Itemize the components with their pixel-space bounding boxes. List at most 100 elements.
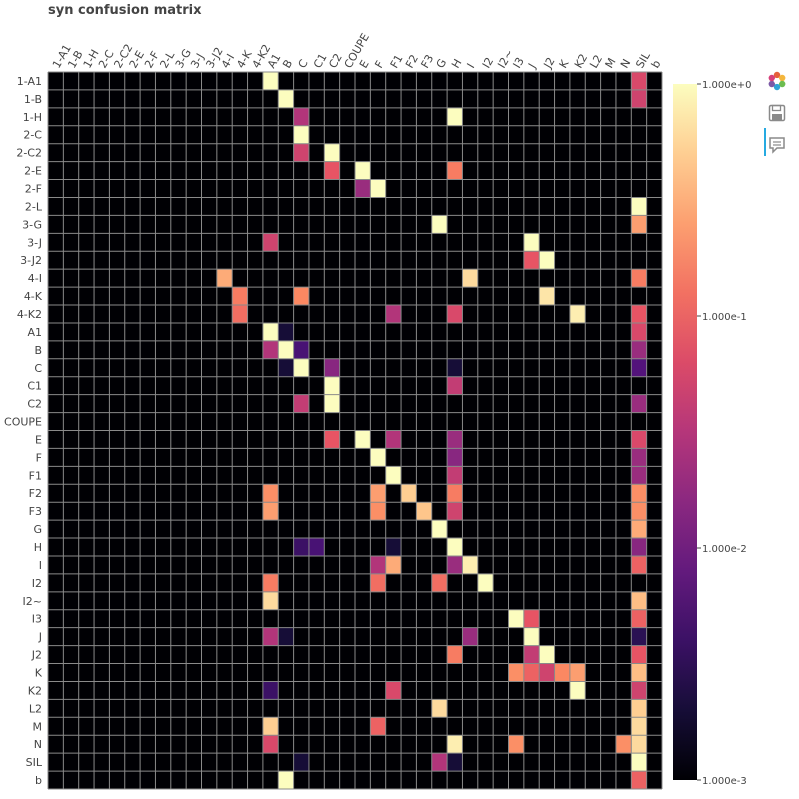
heatmap-cell[interactable] (631, 609, 647, 628)
heatmap-cell[interactable] (523, 609, 540, 628)
heatmap-cell[interactable] (569, 663, 586, 682)
heatmap-cell[interactable] (431, 520, 448, 539)
heatmap-cell[interactable] (355, 161, 371, 180)
heatmap-cell[interactable] (293, 125, 309, 144)
heatmap-cell[interactable] (539, 645, 555, 664)
heatmap-cell[interactable] (293, 538, 309, 556)
heatmap-cell[interactable] (385, 305, 402, 323)
heatmap-cell[interactable] (631, 89, 647, 108)
heatmap-cell[interactable] (431, 753, 448, 772)
heatmap-cell[interactable] (447, 107, 463, 126)
heatmap-cell[interactable] (370, 448, 386, 467)
heatmap-cell[interactable] (523, 233, 540, 252)
heatmap-cell[interactable] (262, 735, 279, 754)
heatmap-cell[interactable] (631, 627, 647, 646)
heatmap-cell[interactable] (631, 591, 647, 610)
heatmap-cell[interactable] (262, 322, 279, 341)
heatmap-cell[interactable] (262, 233, 279, 252)
heatmap-cell[interactable] (262, 717, 279, 736)
heatmap-cell[interactable] (262, 591, 279, 610)
heatmap-cell[interactable] (508, 609, 524, 628)
heatmap-cell[interactable] (385, 538, 402, 556)
heatmap-cell[interactable] (554, 663, 570, 682)
heatmap-cell[interactable] (278, 89, 294, 108)
heatmap-cell[interactable] (262, 340, 279, 359)
heatmap-cell[interactable] (385, 681, 402, 700)
heatmap-cell[interactable] (416, 502, 432, 521)
heatmap-cell[interactable] (324, 430, 340, 449)
heatmap-cell[interactable] (631, 645, 647, 664)
heatmap-cell[interactable] (355, 430, 371, 449)
heatmap-cell[interactable] (569, 305, 586, 323)
heatmap-cell[interactable] (523, 251, 540, 270)
heatmap-cell[interactable] (539, 287, 555, 306)
heatmap-cell[interactable] (308, 538, 325, 556)
heatmap-cell[interactable] (262, 627, 279, 646)
heatmap-cell[interactable] (262, 681, 279, 700)
heatmap-cell[interactable] (293, 358, 309, 377)
heatmap-cell[interactable] (631, 269, 647, 288)
heatmap-cell[interactable] (631, 555, 647, 574)
heatmap-cell[interactable] (385, 555, 402, 574)
heatmap-cell[interactable] (631, 72, 647, 90)
heatmap-cell[interactable] (462, 269, 478, 288)
heatmap-cell[interactable] (569, 681, 586, 700)
heatmap-cell[interactable] (631, 197, 647, 216)
heatmap-cell[interactable] (262, 753, 279, 772)
heatmap-cell[interactable] (631, 466, 647, 485)
heatmap-cell[interactable] (293, 340, 309, 359)
heatmap-cell[interactable] (262, 573, 279, 592)
heatmap-cell[interactable] (370, 717, 386, 736)
heatmap-cell[interactable] (324, 143, 340, 162)
heatmap-cell[interactable] (278, 771, 294, 789)
heatmap-cell[interactable] (385, 430, 402, 449)
heatmap-cell[interactable] (278, 358, 294, 377)
heatmap-cell[interactable] (431, 215, 448, 234)
heatmap-cell[interactable] (447, 484, 463, 503)
heatmap-cell[interactable] (447, 161, 463, 180)
heatmap-cell[interactable] (324, 376, 340, 395)
heatmap-cell[interactable] (539, 251, 555, 270)
heatmap-cell[interactable] (324, 161, 340, 180)
heatmap-cell[interactable] (631, 717, 647, 736)
heatmap-cell[interactable] (631, 753, 647, 772)
heatmap-cell[interactable] (431, 573, 448, 592)
heatmap-cell[interactable] (631, 484, 647, 503)
heatmap-cell[interactable] (631, 340, 647, 359)
heatmap-cell[interactable] (631, 520, 647, 539)
heatmap-cell[interactable] (523, 645, 540, 664)
heatmap-cell[interactable] (508, 735, 524, 754)
heatmap-cell[interactable] (447, 376, 463, 395)
heatmap-cell[interactable] (631, 735, 647, 754)
heatmap-cell[interactable] (447, 448, 463, 467)
heatmap-cell[interactable] (447, 305, 463, 323)
heatmap-cell[interactable] (447, 502, 463, 521)
heatmap-cell[interactable] (631, 771, 647, 789)
heatmap-cell[interactable] (232, 305, 248, 323)
bokeh-logo-icon[interactable] (766, 70, 788, 92)
heatmap-cell[interactable] (293, 394, 309, 413)
heatmap-cell[interactable] (447, 555, 463, 574)
heatmap-cell[interactable] (631, 430, 647, 449)
heatmap-cell[interactable] (370, 179, 386, 198)
heatmap-cell[interactable] (232, 287, 248, 306)
heatmap-cell[interactable] (631, 448, 647, 467)
heatmap-cell[interactable] (370, 555, 386, 574)
heatmap-cell[interactable] (324, 358, 340, 377)
heatmap-cell[interactable] (293, 107, 309, 126)
heatmap-cell[interactable] (631, 538, 647, 556)
save-icon[interactable] (766, 102, 788, 124)
heatmap-cell[interactable] (631, 305, 647, 323)
heatmap-cell[interactable] (447, 753, 463, 772)
heatmap-cell[interactable] (262, 72, 279, 90)
heatmap-cell[interactable] (293, 143, 309, 162)
heatmap-cell[interactable] (631, 358, 647, 377)
heatmap-cell[interactable] (447, 466, 463, 485)
hover-icon[interactable] (766, 134, 788, 156)
heatmap-cell[interactable] (477, 573, 494, 592)
heatmap-cell[interactable] (447, 430, 463, 449)
heatmap-cell[interactable] (462, 555, 478, 574)
heatmap-cell[interactable] (615, 735, 632, 754)
heatmap-cell[interactable] (293, 287, 309, 306)
heatmap-cell[interactable] (370, 573, 386, 592)
